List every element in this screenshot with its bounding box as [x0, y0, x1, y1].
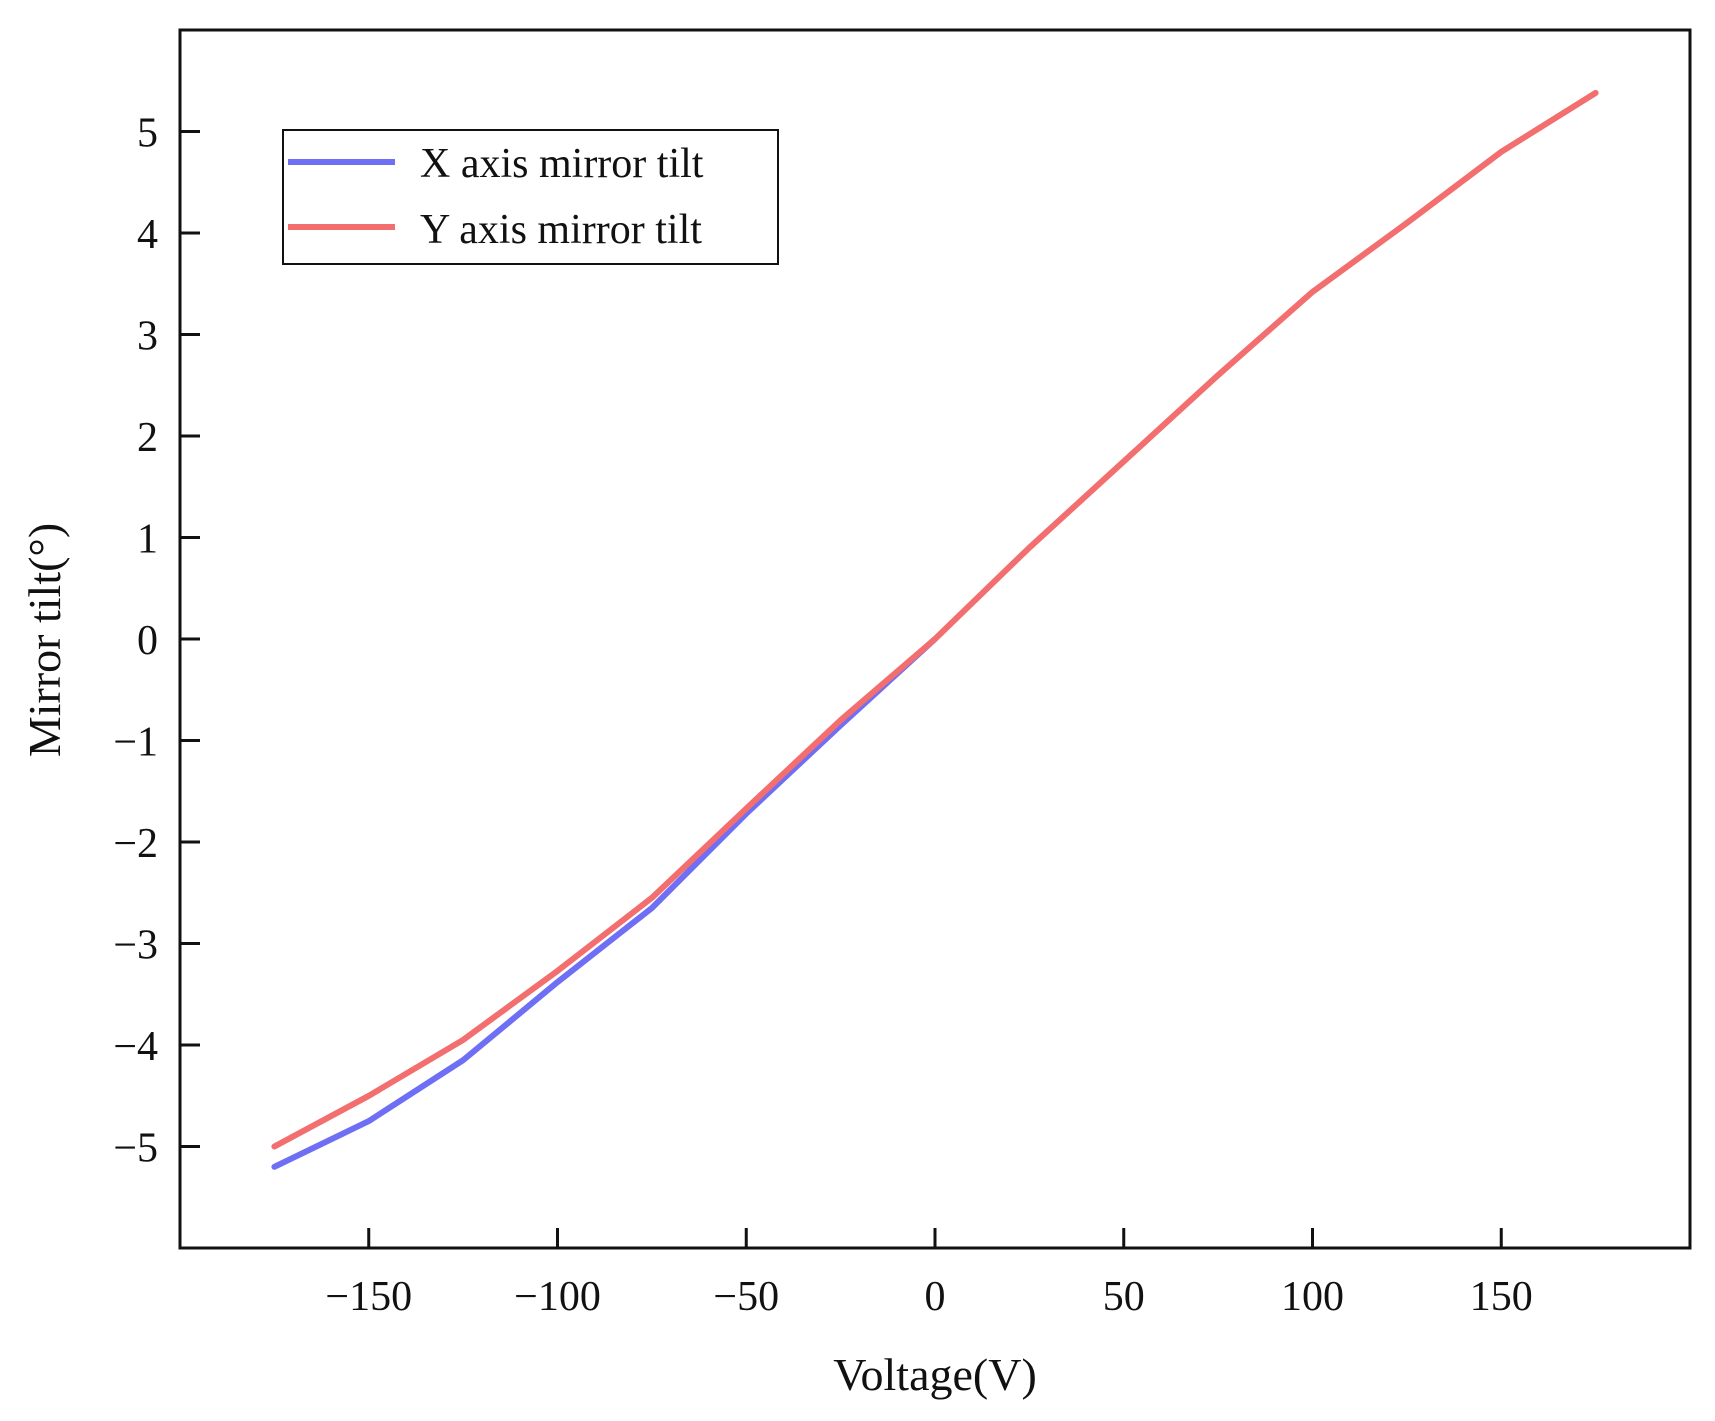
legend: X axis mirror tilt Y axis mirror tilt	[282, 129, 779, 265]
y-axis-ticks: −5 −4 −3 −2 −1 0 1 2 3 4 5	[113, 111, 200, 1172]
series-lines	[271, 89, 1599, 1170]
y-tick-label: 2	[137, 415, 158, 461]
x-tick-label: −50	[713, 1274, 779, 1320]
series-line-x-axis-mirror-tilt	[271, 636, 938, 1170]
y-tick-label: −1	[113, 720, 158, 766]
y-tick-label: 4	[137, 212, 158, 258]
y-tick-label: 1	[137, 517, 158, 563]
series-line-y-axis-mirror-tilt	[271, 89, 1599, 1150]
legend-label-y: Y axis mirror tilt	[420, 207, 702, 253]
y-axis-title: Mirror tilt(°)	[19, 523, 70, 757]
x-tick-label: 100	[1281, 1274, 1344, 1320]
x-tick-label: 0	[925, 1274, 946, 1320]
y-tick-label: 0	[137, 618, 158, 664]
y-tick-label: −3	[113, 923, 158, 969]
legend-box	[282, 129, 779, 265]
x-tick-label: 50	[1103, 1274, 1145, 1320]
x-tick-label: −100	[514, 1274, 601, 1320]
y-tick-label: −2	[113, 821, 158, 867]
x-axis-title: Voltage(V)	[833, 1349, 1037, 1400]
y-tick-label: 5	[137, 111, 158, 157]
x-axis-ticks: −150 −100 −50 0 50 100 150	[325, 1228, 1533, 1320]
legend-label-x: X axis mirror tilt	[420, 141, 704, 187]
x-tick-label: 150	[1470, 1274, 1533, 1320]
y-tick-label: 3	[137, 314, 158, 360]
x-tick-label: −150	[325, 1274, 412, 1320]
y-tick-label: −5	[113, 1126, 158, 1172]
y-tick-label: −4	[113, 1024, 158, 1070]
